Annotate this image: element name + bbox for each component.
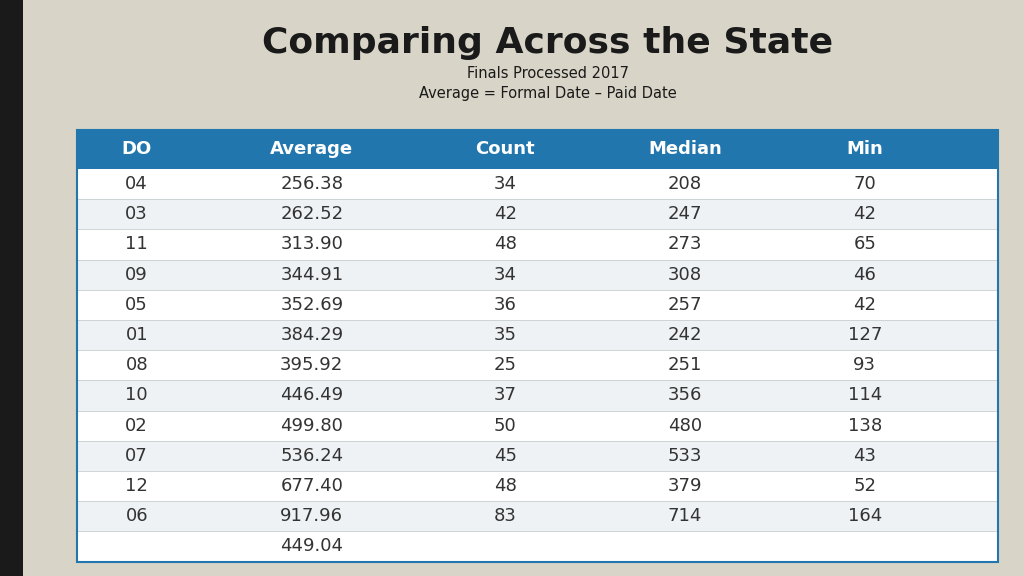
Text: 35: 35: [494, 326, 517, 344]
Text: 273: 273: [668, 236, 702, 253]
Text: 344.91: 344.91: [281, 266, 343, 283]
Text: 45: 45: [494, 447, 517, 465]
Text: Min: Min: [847, 140, 883, 158]
Bar: [77, 471, 998, 501]
Text: 05: 05: [125, 296, 148, 314]
Text: 50: 50: [494, 416, 517, 435]
Text: 384.29: 384.29: [281, 326, 343, 344]
Bar: [0, 0, 23, 576]
Text: 138: 138: [848, 416, 882, 435]
Text: Average = Formal Date – Paid Date: Average = Formal Date – Paid Date: [419, 86, 677, 101]
Text: Average: Average: [270, 140, 353, 158]
Text: 251: 251: [668, 356, 702, 374]
Text: Comparing Across the State: Comparing Across the State: [262, 26, 834, 60]
Text: 10: 10: [125, 386, 148, 404]
Text: 36: 36: [494, 296, 517, 314]
Text: 04: 04: [125, 175, 148, 193]
Text: 83: 83: [494, 507, 517, 525]
Text: 42: 42: [494, 205, 517, 223]
Bar: [77, 260, 998, 290]
Text: 449.04: 449.04: [281, 537, 343, 555]
Text: 677.40: 677.40: [281, 477, 343, 495]
Text: 70: 70: [853, 175, 877, 193]
Text: Count: Count: [475, 140, 536, 158]
Text: 208: 208: [668, 175, 702, 193]
Text: Finals Processed 2017: Finals Processed 2017: [467, 66, 629, 81]
Bar: [77, 441, 998, 471]
Bar: [77, 229, 998, 260]
Bar: [77, 130, 998, 169]
Text: 11: 11: [125, 236, 148, 253]
Text: 42: 42: [853, 296, 877, 314]
Text: 43: 43: [853, 447, 877, 465]
Bar: [77, 199, 998, 229]
Text: 917.96: 917.96: [281, 507, 343, 525]
Bar: [77, 411, 998, 441]
Text: 379: 379: [668, 477, 702, 495]
Text: Median: Median: [648, 140, 722, 158]
Text: DO: DO: [122, 140, 152, 158]
Bar: [77, 532, 998, 562]
Bar: [77, 350, 998, 380]
Text: 37: 37: [494, 386, 517, 404]
Text: 256.38: 256.38: [281, 175, 343, 193]
Text: 499.80: 499.80: [281, 416, 343, 435]
Bar: [77, 320, 998, 350]
Text: 46: 46: [853, 266, 877, 283]
Text: 257: 257: [668, 296, 702, 314]
Text: 395.92: 395.92: [281, 356, 343, 374]
Text: 65: 65: [853, 236, 877, 253]
Text: 446.49: 446.49: [281, 386, 343, 404]
Text: 03: 03: [125, 205, 148, 223]
Text: 536.24: 536.24: [281, 447, 343, 465]
Text: 352.69: 352.69: [281, 296, 343, 314]
Text: 02: 02: [125, 416, 148, 435]
Text: 52: 52: [853, 477, 877, 495]
Text: 01: 01: [125, 326, 148, 344]
Bar: [77, 290, 998, 320]
Text: 34: 34: [494, 266, 517, 283]
Text: 42: 42: [853, 205, 877, 223]
Text: 533: 533: [668, 447, 702, 465]
Text: 356: 356: [668, 386, 702, 404]
Text: 34: 34: [494, 175, 517, 193]
Text: 127: 127: [848, 326, 882, 344]
Text: 247: 247: [668, 205, 702, 223]
Text: 48: 48: [494, 477, 517, 495]
Bar: [77, 130, 998, 562]
Text: 09: 09: [125, 266, 148, 283]
Text: 262.52: 262.52: [281, 205, 343, 223]
Bar: [77, 169, 998, 199]
Text: 07: 07: [125, 447, 148, 465]
Text: 164: 164: [848, 507, 882, 525]
Text: 242: 242: [668, 326, 702, 344]
Text: 308: 308: [668, 266, 702, 283]
Bar: [77, 380, 998, 411]
Text: 93: 93: [853, 356, 877, 374]
Bar: [77, 501, 998, 532]
Text: 114: 114: [848, 386, 882, 404]
Text: 08: 08: [125, 356, 148, 374]
Text: 480: 480: [668, 416, 702, 435]
Text: 714: 714: [668, 507, 702, 525]
Text: 48: 48: [494, 236, 517, 253]
Text: 313.90: 313.90: [281, 236, 343, 253]
Text: 06: 06: [125, 507, 148, 525]
Text: 12: 12: [125, 477, 148, 495]
Text: 25: 25: [494, 356, 517, 374]
